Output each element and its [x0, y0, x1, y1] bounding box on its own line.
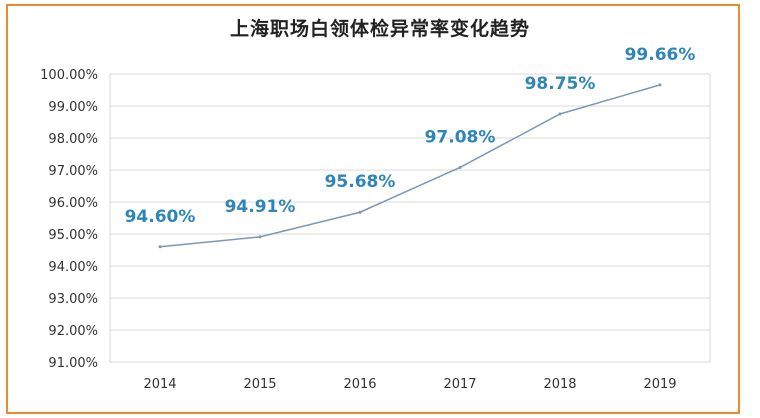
y-tick-label: 91.00% [48, 356, 98, 371]
y-tick-label: 95.00% [48, 228, 98, 243]
y-tick-label: 93.00% [48, 292, 98, 307]
x-tick-label: 2015 [243, 377, 276, 392]
data-point [158, 245, 162, 249]
y-tick-label: 98.00% [48, 132, 98, 147]
data-point [558, 112, 562, 116]
y-tick-label: 100.00% [40, 68, 98, 83]
data-label: 94.60% [125, 207, 196, 227]
data-label: 97.08% [425, 127, 496, 147]
y-tick-label: 99.00% [48, 100, 98, 115]
x-tick-label: 2018 [543, 377, 576, 392]
y-tick-label: 97.00% [48, 164, 98, 179]
data-point [358, 210, 362, 214]
data-label: 98.75% [525, 74, 596, 94]
x-tick-label: 2019 [643, 377, 676, 392]
y-tick-label: 94.00% [48, 260, 98, 275]
data-point [258, 235, 262, 239]
data-label: 99.66% [625, 45, 696, 65]
x-tick-label: 2014 [143, 377, 176, 392]
y-tick-label: 92.00% [48, 324, 98, 339]
x-tick-label: 2017 [443, 377, 476, 392]
data-label: 94.91% [225, 197, 296, 217]
x-tick-label: 2016 [343, 377, 376, 392]
chart-frame [6, 4, 740, 414]
y-tick-label: 96.00% [48, 196, 98, 211]
series-line [159, 84, 661, 248]
chart-title: 上海职场白领体检异常率变化趋势 [229, 18, 530, 40]
data-point [458, 165, 462, 169]
data-label: 95.68% [325, 172, 396, 192]
data-point [658, 83, 662, 87]
